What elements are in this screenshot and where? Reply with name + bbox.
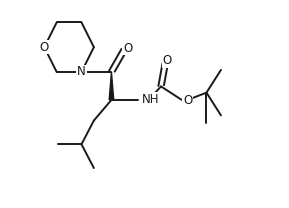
Text: O: O bbox=[40, 41, 49, 54]
Polygon shape bbox=[109, 72, 114, 100]
Text: NH: NH bbox=[141, 93, 159, 106]
Text: O: O bbox=[123, 42, 132, 55]
Text: N: N bbox=[77, 66, 86, 78]
Text: O: O bbox=[183, 94, 192, 107]
Text: O: O bbox=[163, 54, 172, 67]
